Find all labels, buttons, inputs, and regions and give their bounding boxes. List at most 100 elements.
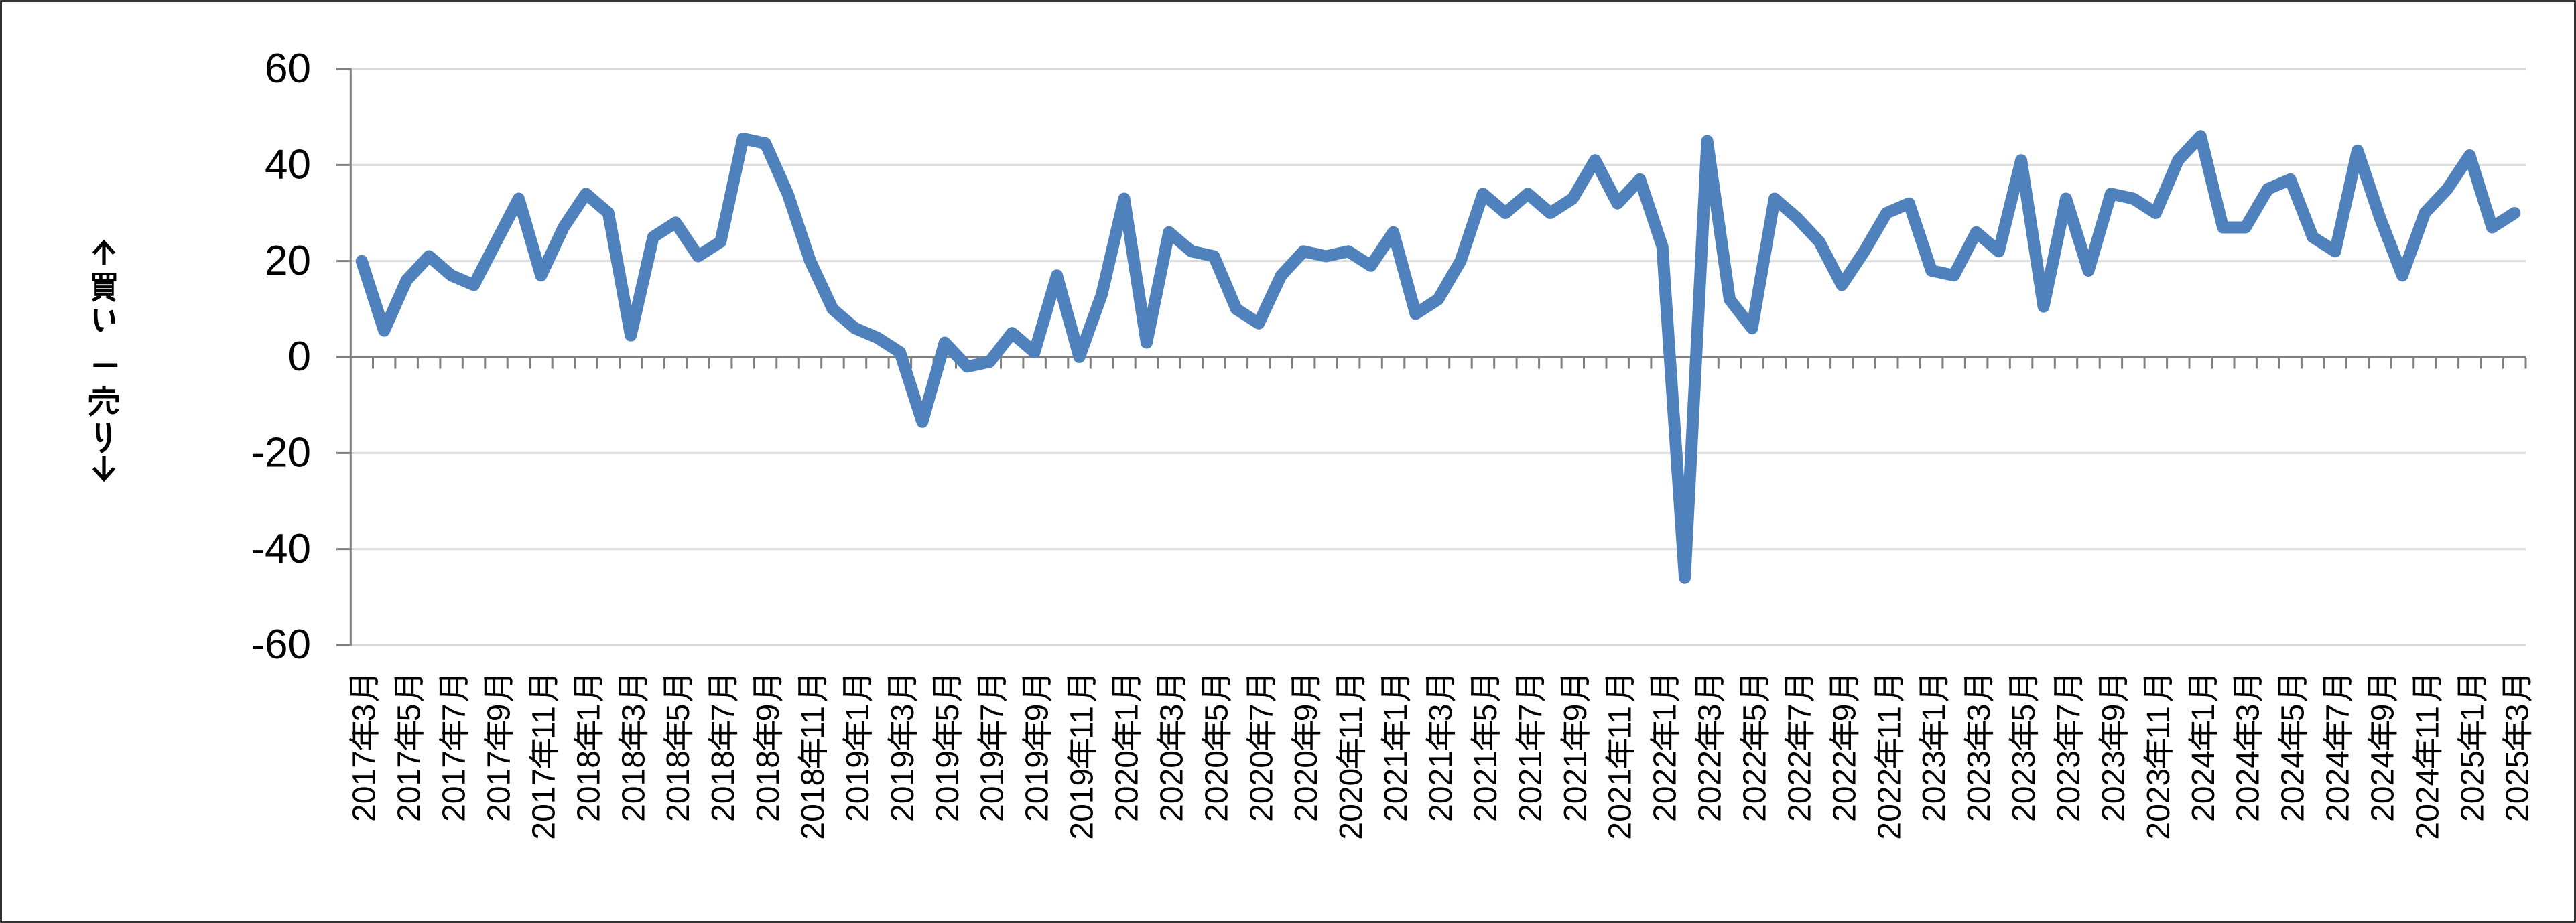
svg-text:2023: 2023 [2051,750,2087,822]
svg-text:2020: 2020 [1110,750,1145,822]
svg-text:5: 5 [392,703,428,721]
svg-text:1: 1 [1648,703,1683,721]
svg-text:2019: 2019 [1065,768,1100,840]
svg-text:2024: 2024 [2410,768,2445,840]
svg-text:2021: 2021 [1603,768,1638,840]
svg-text:2022: 2022 [1648,750,1683,822]
svg-text:7: 7 [437,703,472,721]
svg-text:2020: 2020 [1199,750,1234,822]
svg-text:1: 1 [2455,703,2490,721]
svg-text:5: 5 [2276,703,2311,721]
svg-text:2023: 2023 [2096,750,2132,822]
svg-text:7: 7 [1513,703,1549,721]
svg-text:2018: 2018 [706,750,741,822]
svg-text:7: 7 [1782,703,1817,721]
svg-text:2024: 2024 [2231,750,2266,822]
svg-text:2019: 2019 [975,750,1011,822]
svg-text:2017: 2017 [482,750,517,822]
svg-text:-60: -60 [251,622,311,668]
svg-text:2023: 2023 [2141,768,2177,840]
svg-text:7: 7 [2051,703,2087,721]
svg-text:2024: 2024 [2366,750,2401,822]
svg-text:2021: 2021 [1423,750,1459,822]
svg-text:2020: 2020 [1154,750,1189,822]
svg-text:2017: 2017 [392,750,428,822]
svg-text:7: 7 [2321,703,2356,721]
svg-text:9: 9 [2096,703,2132,721]
svg-text:2017: 2017 [526,768,562,840]
svg-text:9: 9 [1558,703,1594,721]
svg-text:2021: 2021 [1558,750,1594,822]
svg-text:40: 40 [265,142,311,188]
svg-text:7: 7 [975,703,1011,721]
svg-text:3: 3 [1423,703,1459,721]
svg-text:2024: 2024 [2186,750,2221,822]
svg-text:1: 1 [840,703,876,721]
svg-text:11: 11 [1065,706,1100,739]
svg-text:1: 1 [571,703,606,721]
svg-text:2020: 2020 [1244,750,1279,822]
svg-text:2024: 2024 [2321,750,2356,822]
svg-text:3: 3 [885,703,921,721]
svg-text:2023: 2023 [2006,750,2042,822]
svg-text:9: 9 [1020,703,1055,721]
svg-text:2019: 2019 [885,750,921,822]
svg-text:5: 5 [1738,703,1773,721]
svg-text:11: 11 [526,706,562,739]
svg-text:3: 3 [2231,703,2266,721]
svg-text:2023: 2023 [1917,750,1952,822]
svg-text:2017: 2017 [347,750,383,822]
svg-text:-40: -40 [251,526,311,572]
svg-text:2025: 2025 [2455,750,2490,822]
svg-text:2022: 2022 [1872,768,1907,840]
svg-text:3: 3 [347,703,383,721]
svg-text:3: 3 [1693,703,1728,721]
svg-text:9: 9 [1827,703,1862,721]
svg-text:20: 20 [265,238,311,284]
svg-text:2017: 2017 [437,750,472,822]
svg-text:9: 9 [482,703,517,721]
svg-text:2018: 2018 [751,750,786,822]
svg-text:2024: 2024 [2276,750,2311,822]
svg-text:2022: 2022 [1782,750,1817,822]
svg-text:2018: 2018 [571,750,606,822]
svg-text:11: 11 [1334,706,1369,739]
svg-text:2021: 2021 [1378,750,1414,822]
svg-text:2021: 2021 [1513,750,1549,822]
svg-text:5: 5 [1468,703,1504,721]
svg-text:1: 1 [2186,703,2221,721]
svg-text:2025: 2025 [2500,750,2535,822]
svg-text:1: 1 [1110,703,1145,721]
svg-text:5: 5 [1199,703,1234,721]
svg-text:11: 11 [795,706,831,739]
svg-text:5: 5 [2006,703,2042,721]
svg-text:1: 1 [1378,703,1414,721]
svg-text:7: 7 [1244,703,1279,721]
svg-text:0: 0 [288,334,311,380]
svg-text:3: 3 [616,703,651,721]
svg-text:5: 5 [661,703,696,721]
svg-text:2018: 2018 [616,750,651,822]
svg-text:2019: 2019 [1020,750,1055,822]
svg-text:3: 3 [1154,703,1189,721]
svg-text:2019: 2019 [930,750,966,822]
svg-text:11: 11 [1872,706,1907,739]
svg-text:2018: 2018 [661,750,696,822]
svg-text:7: 7 [706,703,741,721]
svg-text:9: 9 [1289,703,1324,721]
svg-text:5: 5 [930,703,966,721]
svg-text:11: 11 [2410,706,2445,739]
svg-text:2021: 2021 [1468,750,1504,822]
svg-text:11: 11 [2141,706,2177,739]
svg-text:2019: 2019 [840,750,876,822]
svg-text:2018: 2018 [795,768,831,840]
svg-text:2022: 2022 [1693,750,1728,822]
svg-text:2020: 2020 [1334,768,1369,840]
svg-text:2020: 2020 [1289,750,1324,822]
svg-text:2022: 2022 [1827,750,1862,822]
svg-text:9: 9 [751,703,786,721]
svg-text:-20: -20 [251,430,311,476]
svg-text:1: 1 [1917,703,1952,721]
svg-text:11: 11 [1603,706,1638,739]
svg-text:60: 60 [265,46,311,92]
